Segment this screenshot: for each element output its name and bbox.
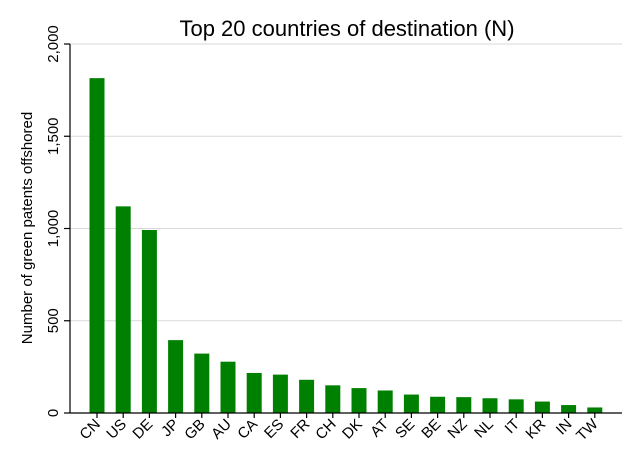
bar-in: [561, 405, 577, 413]
bar-se: [403, 394, 419, 413]
x-tick-label: CH: [312, 416, 339, 443]
x-tick-label: GB: [181, 416, 208, 443]
y-tick-label: 0: [45, 409, 62, 417]
x-tick-label: CA: [234, 416, 261, 443]
bar-dk: [351, 388, 367, 413]
y-tick-label: 2,000: [45, 25, 62, 63]
x-tick-label: SE: [392, 416, 418, 442]
bar-nl: [482, 398, 498, 413]
y-tick-label: 1,000: [45, 210, 62, 248]
x-tick-label: AT: [367, 416, 392, 441]
bar-ca: [246, 372, 262, 413]
x-tick-label: KR: [522, 416, 549, 443]
bar-de: [141, 229, 157, 413]
bar-gb: [194, 353, 210, 413]
x-tick-label: ES: [261, 416, 287, 442]
x-tick-label: NL: [471, 416, 497, 442]
gridlines: [70, 43, 622, 322]
bars: [89, 78, 603, 413]
bar-au: [220, 361, 236, 413]
x-tick-label: CN: [76, 416, 103, 443]
bar-cn: [89, 78, 105, 413]
y-axis-label: Number of green patents offshored: [19, 112, 36, 344]
bar-fr: [299, 379, 315, 413]
bar-be: [430, 396, 446, 413]
x-tick-label: NZ: [444, 416, 470, 442]
bar-kr: [534, 401, 550, 413]
x-tick-label: US: [103, 416, 130, 443]
bar-ch: [325, 385, 341, 413]
y-axis-ticks: 0 500 1,000 1,500 2,000: [45, 25, 70, 417]
x-tick-label: TW: [573, 415, 602, 444]
y-tick-label: 500: [45, 308, 62, 333]
x-tick-label: IT: [502, 416, 523, 437]
x-tick-label: IN: [553, 416, 576, 439]
y-tick-label: 1,500: [45, 117, 62, 155]
x-tick-label: DK: [339, 416, 366, 443]
x-tick-label: JP: [158, 416, 182, 440]
bar-tw: [587, 407, 603, 413]
bar-us: [115, 206, 131, 413]
x-tick-label: DE: [129, 416, 156, 443]
chart-title: Top 20 countries of destination (N): [179, 16, 514, 41]
x-tick-label: FR: [287, 416, 313, 442]
bar-at: [377, 390, 393, 413]
x-tick-label: BE: [418, 416, 444, 442]
bar-it: [508, 399, 524, 413]
x-tick-label: AU: [208, 416, 235, 443]
bar-nz: [456, 397, 472, 413]
bar-es: [272, 374, 288, 413]
bar-jp: [168, 340, 184, 413]
